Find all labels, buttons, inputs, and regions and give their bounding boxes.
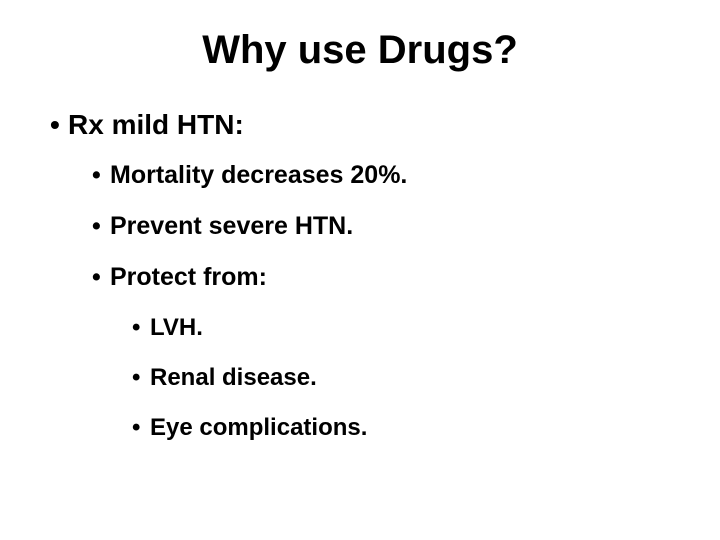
bullet-icon: • — [92, 212, 110, 241]
bullet-icon: • — [132, 314, 150, 342]
list-item-text: Prevent severe HTN. — [110, 212, 353, 240]
slide-title: Why use Drugs? — [40, 28, 680, 73]
list-item: •Prevent severe HTN. — [92, 212, 680, 241]
list-item-text: Eye complications. — [150, 414, 367, 441]
list-item: •Eye complications. — [132, 414, 680, 442]
list-item-text: Mortality decreases 20%. — [110, 161, 407, 189]
slide: Why use Drugs? •Rx mild HTN: •Mortality … — [0, 0, 720, 540]
bullet-icon: • — [92, 161, 110, 190]
bullet-icon: • — [92, 263, 110, 292]
bullet-icon: • — [132, 414, 150, 442]
list-item-text: Renal disease. — [150, 364, 317, 391]
bullet-list: •Rx mild HTN: •Mortality decreases 20%. … — [40, 109, 680, 442]
list-item: •Protect from: — [92, 263, 680, 292]
bullet-icon: • — [50, 109, 68, 141]
bullet-icon: • — [132, 364, 150, 392]
list-item: •Rx mild HTN: — [50, 109, 680, 141]
list-item-text: Protect from: — [110, 263, 267, 291]
list-item-text: Rx mild HTN: — [68, 109, 244, 140]
list-item: •Renal disease. — [132, 364, 680, 392]
list-item-text: LVH. — [150, 314, 203, 341]
list-item: •LVH. — [132, 314, 680, 342]
list-item: •Mortality decreases 20%. — [92, 161, 680, 190]
